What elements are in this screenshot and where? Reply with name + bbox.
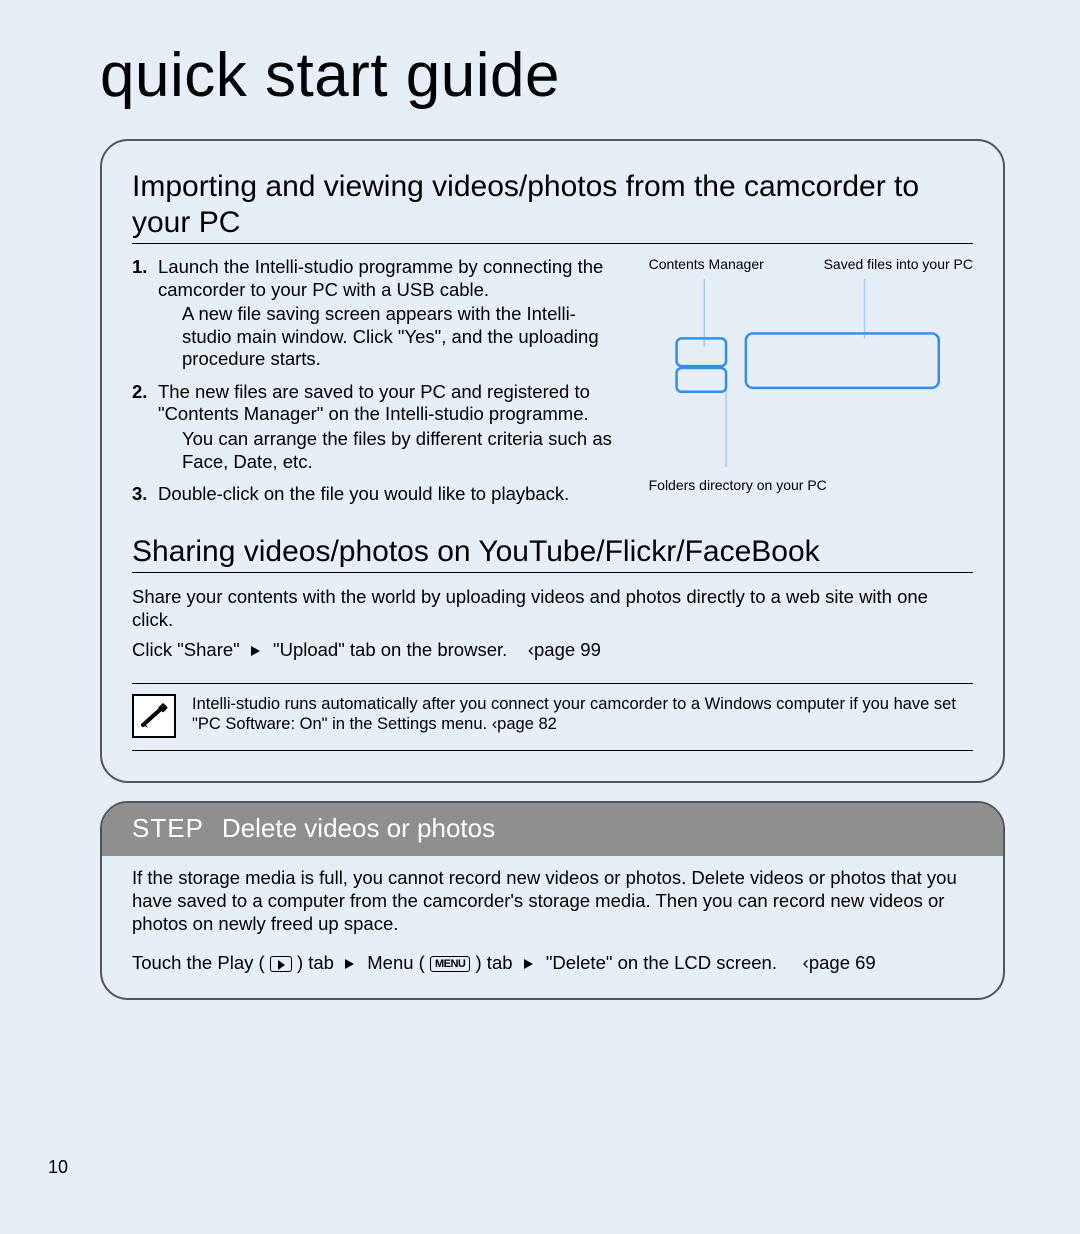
diagram-label-saved-files: Saved ﬁles into your PC	[824, 256, 973, 272]
action-text-e: "Delete" on the LCD screen.	[546, 952, 777, 973]
step-subtext: You can arrange the ﬁles by different cr…	[158, 428, 617, 473]
action-text-a: Touch the Play (	[132, 952, 265, 973]
menu-icon: MENU	[430, 956, 470, 972]
step-2: 2. The new ﬁles are saved to your PC and…	[132, 381, 617, 473]
diagram-label-folders: Folders directory on your PC	[637, 477, 973, 493]
step-text: The new ﬁles are saved to your PC and re…	[158, 381, 590, 425]
action-text-d: ) tab	[476, 952, 513, 973]
heading-importing: Importing and viewing videos/photos from…	[132, 169, 973, 244]
panel-delete: STEP Delete videos or photos If the stor…	[100, 801, 1005, 1001]
heading-sharing: Sharing videos/photos on YouTube/Flickr/…	[132, 534, 973, 573]
action-text-b: ) tab	[297, 952, 334, 973]
arrow-icon	[524, 959, 533, 969]
action-part-a: Click "Share"	[132, 639, 240, 660]
step-text: Double-click on the ﬁle you would like t…	[158, 483, 569, 504]
step-1: 1. Launch the Intelli-studio programme b…	[132, 256, 617, 371]
panel-import-share: Importing and viewing videos/photos from…	[100, 139, 1005, 783]
sharing-action: Click "Share" "Upload" tab on the browse…	[132, 639, 973, 661]
action-part-b: "Upload" tab on the browser.	[273, 639, 507, 660]
note-icon	[132, 694, 176, 738]
step-number: 3.	[132, 483, 158, 506]
arrow-icon	[345, 959, 354, 969]
intelli-studio-diagram	[637, 278, 973, 468]
step-title: Delete videos or photos	[222, 813, 495, 844]
arrow-icon	[251, 646, 260, 656]
page-number: 10	[48, 1157, 68, 1178]
step-text: Launch the Intelli-studio programme by c…	[158, 256, 603, 300]
step-number: 1.	[132, 256, 158, 371]
page-ref: ‹page 99	[528, 639, 601, 660]
play-icon	[270, 956, 292, 972]
diagram-region: Contents Manager Saved ﬁles into your PC…	[637, 256, 973, 516]
step-bar: STEP Delete videos or photos	[102, 803, 1003, 856]
sharing-body: Share your contents with the world by up…	[132, 585, 973, 631]
diagram-label-contents-manager: Contents Manager	[649, 256, 764, 272]
note-box: Intelli-studio runs automatically after …	[132, 683, 973, 751]
steps-list: 1. Launch the Intelli-studio programme b…	[132, 256, 617, 506]
delete-action: Touch the Play ( ) tab Menu ( MENU ) tab…	[132, 951, 973, 974]
page-ref: ‹page 69	[803, 952, 876, 973]
page-title: quick start guide	[100, 40, 1005, 111]
step-label: STEP	[132, 813, 204, 844]
step-subtext: A new ﬁle saving screen appears with the…	[158, 303, 617, 371]
note-text: Intelli-studio runs automatically after …	[192, 694, 973, 738]
step-number: 2.	[132, 381, 158, 473]
action-text-c: Menu (	[367, 952, 425, 973]
step-3: 3. Double-click on the ﬁle you would lik…	[132, 483, 617, 506]
delete-body: If the storage media is full, you cannot…	[132, 866, 973, 935]
